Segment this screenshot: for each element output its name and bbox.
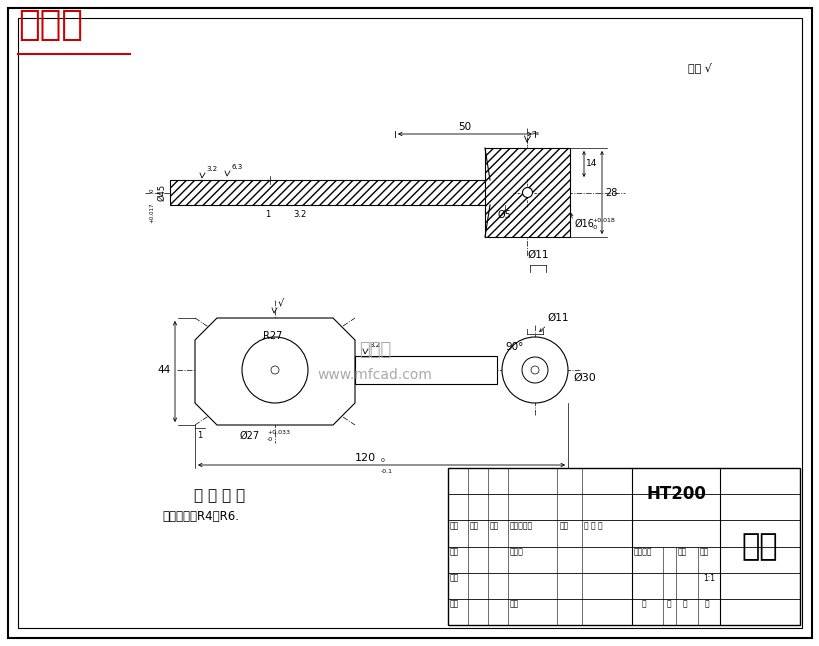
Text: +0.018: +0.018	[591, 218, 614, 223]
Text: √: √	[278, 297, 284, 307]
Text: 描图: 描图	[509, 600, 518, 609]
Text: Ø16: Ø16	[574, 219, 594, 229]
Text: 14: 14	[586, 160, 597, 169]
Text: 分区: 分区	[489, 521, 498, 530]
Text: 数量: 数量	[469, 521, 478, 530]
Polygon shape	[195, 318, 355, 425]
Circle shape	[270, 366, 278, 374]
Circle shape	[242, 337, 308, 403]
Text: 0: 0	[381, 458, 384, 463]
Text: +0.017: +0.017	[149, 202, 154, 223]
Text: 年 月 日: 年 月 日	[584, 521, 602, 530]
Text: 设计: 设计	[450, 548, 459, 556]
Text: Ø30: Ø30	[572, 373, 595, 383]
Text: -0: -0	[591, 225, 597, 230]
Bar	[170, 180, 490, 205]
Bar	[447, 468, 799, 625]
Text: 90°: 90°	[505, 342, 523, 352]
Text: +0.033: +0.033	[267, 430, 290, 435]
Bar	[355, 356, 496, 384]
Circle shape	[522, 357, 547, 383]
Circle shape	[531, 366, 538, 374]
Text: 审核: 审核	[450, 574, 459, 583]
Text: 第: 第	[681, 600, 686, 609]
Text: 50: 50	[458, 122, 471, 132]
Circle shape	[522, 187, 532, 198]
Text: 未注圆角为R4～R6.: 未注圆角为R4～R6.	[162, 510, 238, 523]
Text: HT200: HT200	[645, 485, 705, 503]
Text: 技 术 要 求: 技 术 要 求	[194, 488, 245, 503]
Text: 3.2: 3.2	[206, 166, 217, 172]
Text: 3.2: 3.2	[369, 342, 380, 348]
Text: 共: 共	[640, 600, 645, 609]
Text: 44: 44	[157, 365, 171, 375]
Text: Ø27: Ø27	[240, 431, 260, 441]
Bar	[484, 148, 569, 237]
Text: 零件图: 零件图	[18, 8, 83, 42]
Text: 28: 28	[604, 187, 617, 198]
Text: 重量: 重量	[677, 548, 686, 556]
Text: 标记: 标记	[450, 521, 459, 530]
Text: Ø11: Ø11	[546, 313, 568, 323]
Text: 拨叉: 拨叉	[741, 532, 777, 561]
Text: 页: 页	[666, 600, 671, 609]
Text: 3.2: 3.2	[293, 210, 306, 219]
Bar	[170, 180, 490, 205]
Text: -0.1: -0.1	[381, 469, 392, 474]
Text: 1:1: 1:1	[702, 574, 714, 583]
Text: 页: 页	[704, 600, 708, 609]
Text: 沐风网: 沐风网	[359, 341, 391, 359]
Text: 6.3: 6.3	[232, 164, 243, 170]
Text: Ø11: Ø11	[527, 250, 548, 260]
Text: Ø5: Ø5	[497, 210, 511, 220]
Text: 更改文件号: 更改文件号	[509, 521, 532, 530]
Text: 阶段标记: 阶段标记	[633, 548, 652, 556]
Text: 120: 120	[354, 453, 375, 463]
Text: 签名: 签名	[559, 521, 568, 530]
Text: Ra: Ra	[531, 131, 539, 136]
Text: -0: -0	[149, 187, 154, 193]
Text: 1: 1	[265, 210, 270, 219]
Text: 1: 1	[197, 431, 202, 440]
Text: 标准化: 标准化	[509, 548, 523, 556]
Text: 其余 √: 其余 √	[687, 62, 711, 73]
Text: R27: R27	[263, 331, 282, 341]
Text: -0: -0	[267, 437, 273, 442]
Text: Ø45: Ø45	[157, 184, 166, 201]
Text: 比例: 比例	[699, 548, 708, 556]
Text: 工艺: 工艺	[450, 600, 459, 609]
Circle shape	[501, 337, 568, 403]
Bar	[484, 148, 569, 237]
Text: www.mfcad.com: www.mfcad.com	[317, 368, 432, 382]
